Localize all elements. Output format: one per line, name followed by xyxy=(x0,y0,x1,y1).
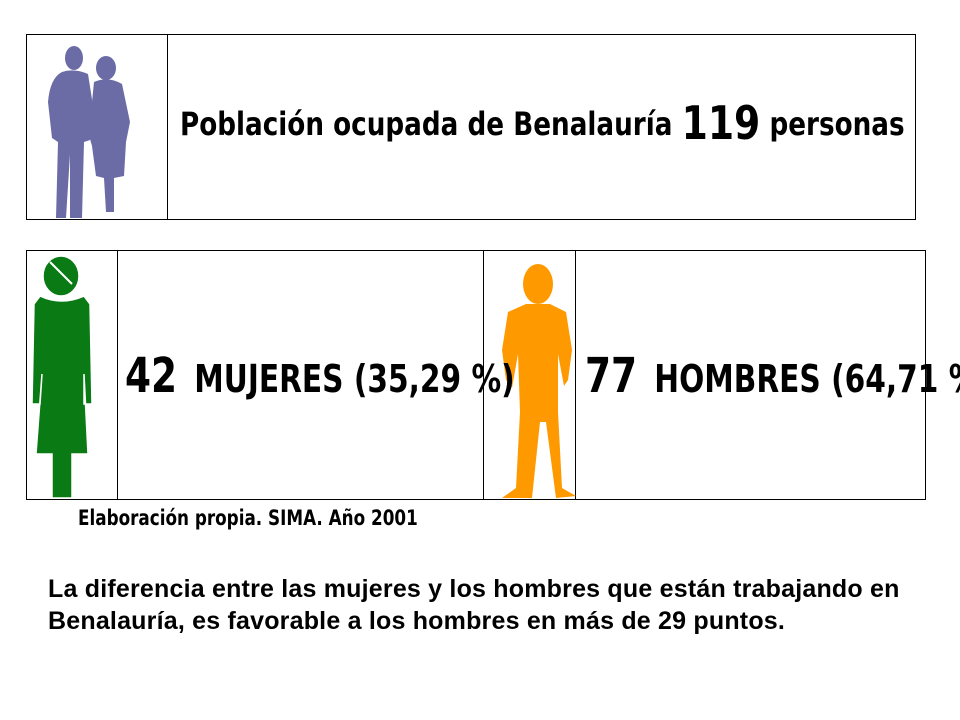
title-prefix: Población ocupada de Benalauría xyxy=(180,105,673,143)
box-divider xyxy=(117,251,118,499)
gender-breakdown-box xyxy=(26,250,926,500)
total-count: 119 xyxy=(681,96,761,150)
couple-silhouette-icon xyxy=(48,46,130,219)
source-note: Elaboración propia. SIMA. Año 2001 xyxy=(78,506,418,530)
box-divider xyxy=(167,35,168,219)
man-figure-icon xyxy=(502,264,576,498)
men-count: 77 xyxy=(585,348,638,404)
women-count: 42 xyxy=(125,348,178,404)
title-suffix: personas xyxy=(769,105,905,143)
box-divider xyxy=(483,251,484,499)
summary-text: La diferencia entre las mujeres y los ho… xyxy=(48,575,900,635)
women-label: MUJERES (35,29 %) xyxy=(194,357,515,401)
women-stat: 42 MUJERES (35,29 %) xyxy=(125,348,515,404)
total-population-box xyxy=(26,34,916,220)
men-label: HOMBRES (64,71 %) xyxy=(654,357,960,401)
total-population-title: Población ocupada de Benalauría 119 pers… xyxy=(180,92,905,150)
box-divider xyxy=(575,251,576,499)
men-stat: 77 HOMBRES (64,71 %) xyxy=(585,348,960,404)
woman-figure-icon xyxy=(31,255,93,499)
